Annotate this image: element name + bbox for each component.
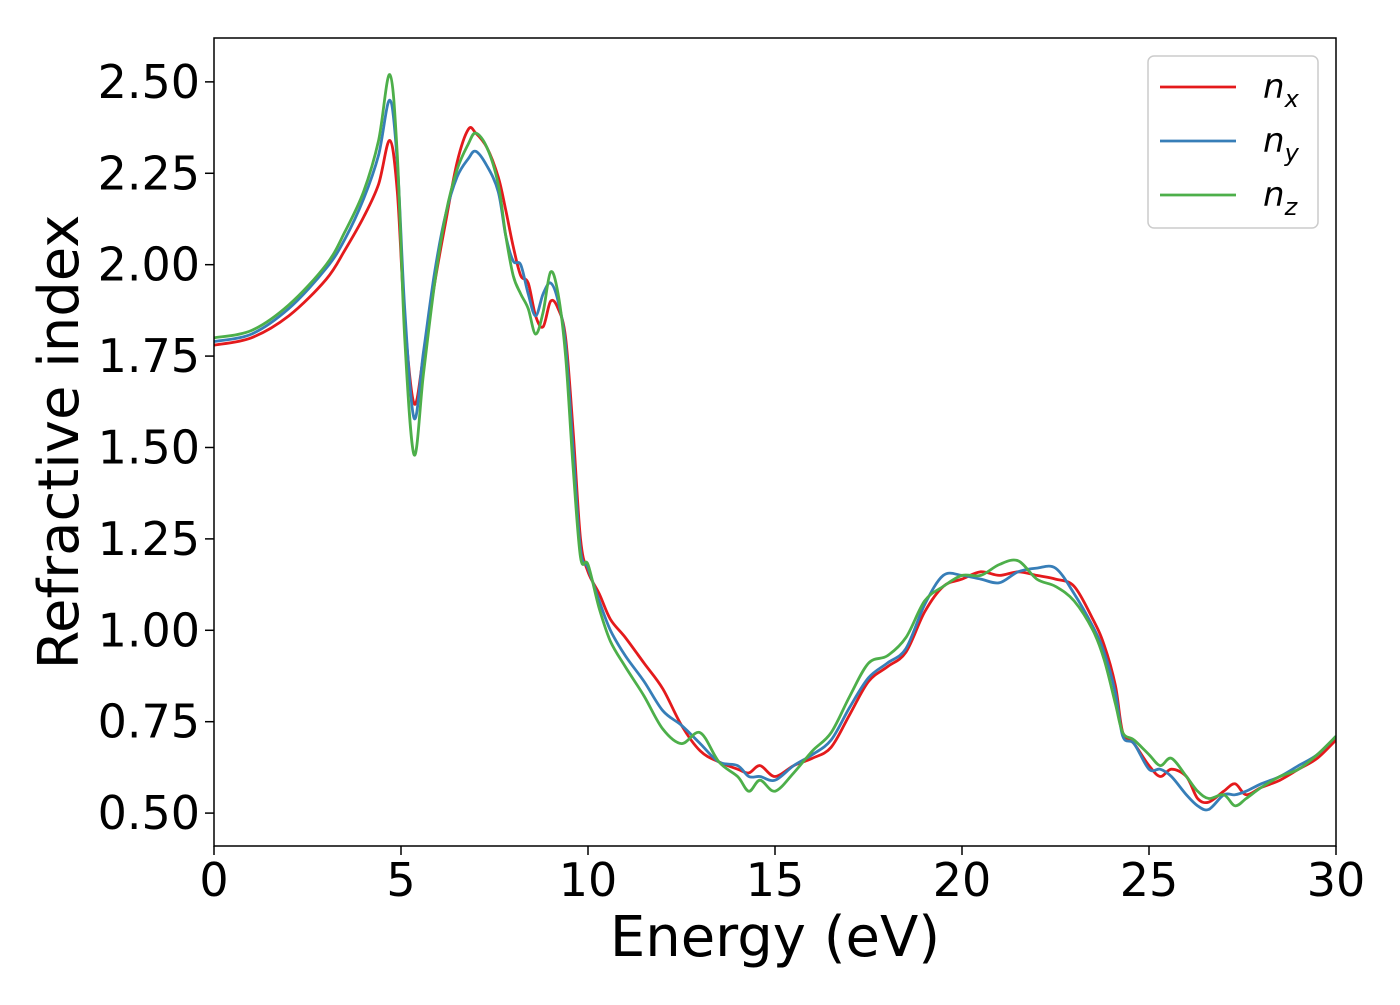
series-line-n_y — [214, 98, 1336, 812]
x-tick-label: 0 — [199, 853, 228, 907]
y-tick-label: 2.25 — [98, 146, 200, 200]
x-axis-title: Energy (eV) — [610, 905, 940, 970]
y-tick-label: 1.75 — [98, 329, 200, 383]
y-tick-label: 0.50 — [98, 786, 200, 840]
y-tick-label: 1.25 — [98, 512, 200, 566]
x-tick-label: 15 — [746, 853, 805, 907]
y-axis-title: Refractive index — [27, 215, 92, 670]
x-tick-label: 5 — [386, 853, 415, 907]
y-tick-label: 2.00 — [98, 238, 200, 292]
y-tick-label: 1.00 — [98, 603, 200, 657]
x-tick-label: 25 — [1120, 853, 1179, 907]
x-tick-label: 10 — [559, 853, 618, 907]
series-layer — [214, 73, 1336, 812]
x-tick-label: 30 — [1307, 853, 1366, 907]
y-tick-label: 2.50 — [98, 55, 200, 109]
x-axis-ticks: 0 5 10 15 20 25 30 — [199, 846, 1365, 907]
y-tick-label: 0.75 — [98, 695, 200, 749]
series-line-n_z — [214, 73, 1336, 808]
y-tick-label: 1.50 — [98, 420, 200, 474]
y-axis-ticks: 0.50 0.75 1.00 1.25 1.50 1.75 2.00 2.25 2.50 — [98, 55, 214, 840]
x-tick-label: 20 — [933, 853, 992, 907]
